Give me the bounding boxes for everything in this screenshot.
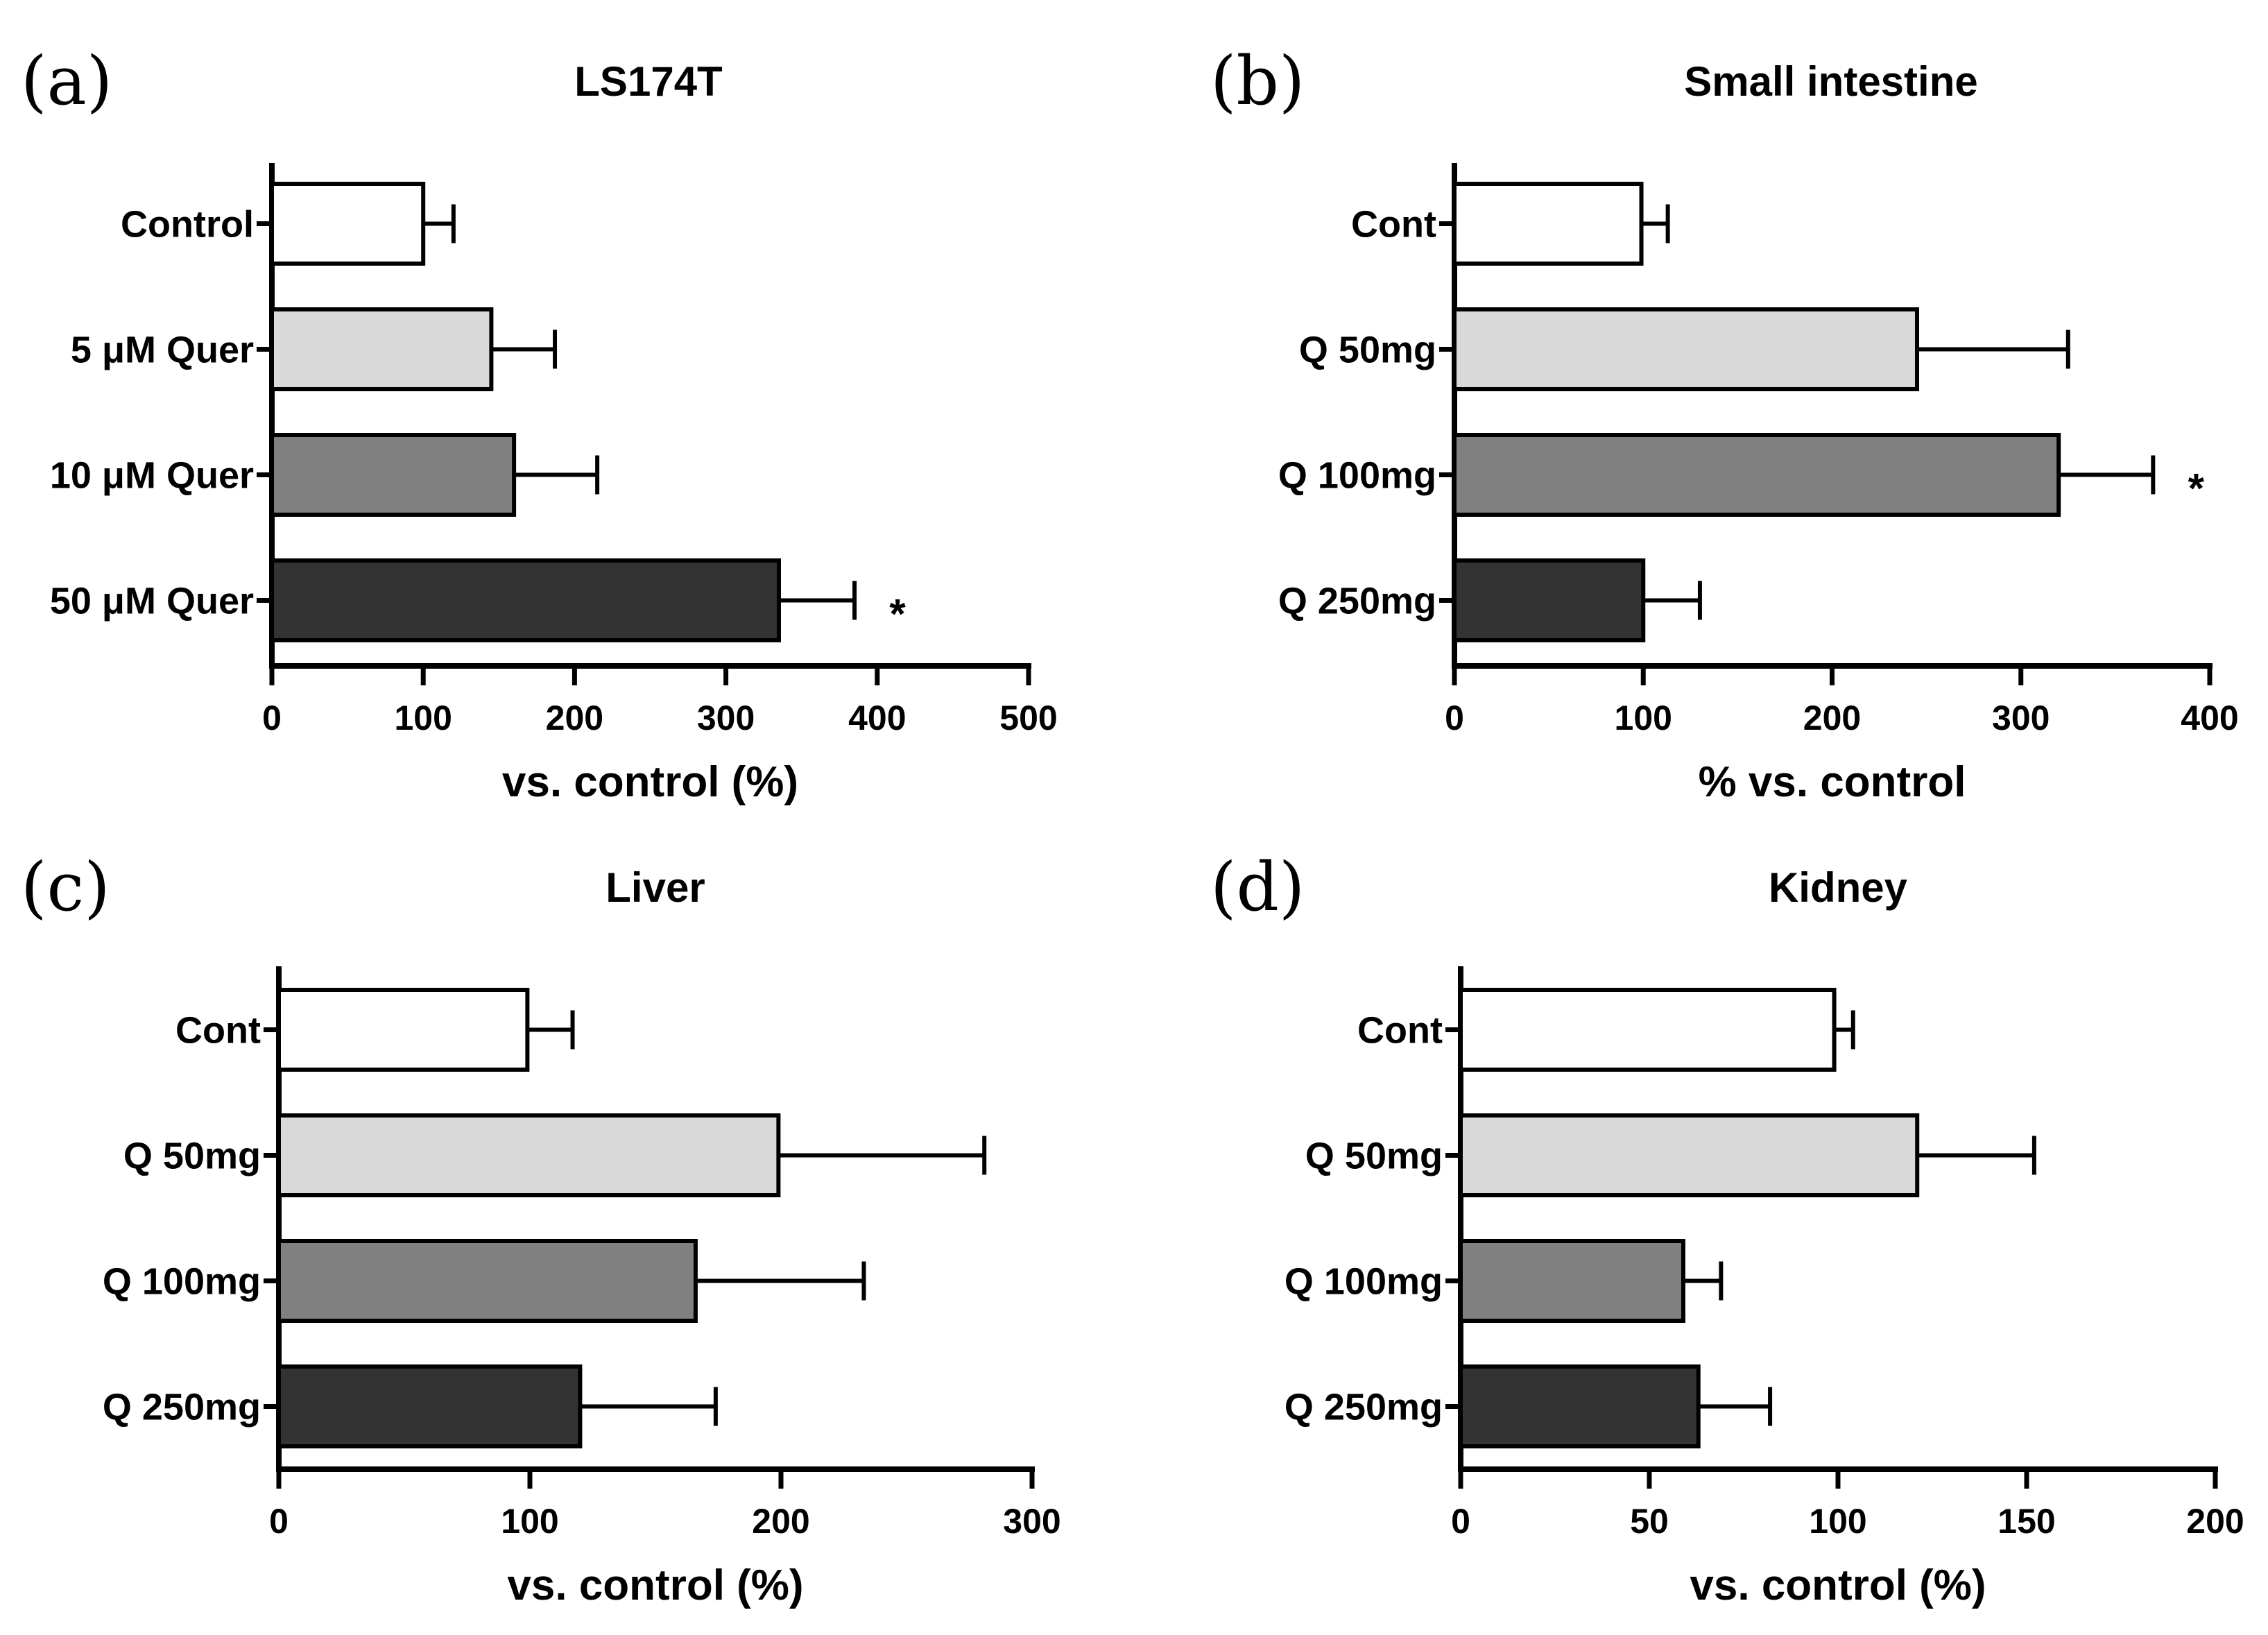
bar [270, 307, 494, 391]
category-label: Q 250mg [103, 1387, 261, 1428]
category-label: Q 250mg [1278, 581, 1436, 622]
x-tick-label: 150 [1998, 1502, 2055, 1541]
panel-3: (c) Liver 0 100 200 300 vs. control (%) Cont Q 5… [21, 848, 1061, 1609]
bar [270, 558, 781, 642]
bar [277, 1239, 698, 1323]
bar [1452, 558, 1646, 642]
x-axis-title: vs. control (%) [507, 1561, 803, 1609]
x-tick-label: 100 [1615, 699, 1672, 737]
category-label: Q 50mg [123, 1136, 261, 1177]
x-tick-label: 200 [752, 1502, 809, 1541]
chart-title: Liver [605, 864, 705, 911]
category-label: Cont [175, 1010, 261, 1052]
x-tick-label: 300 [697, 699, 755, 737]
x-tick-label: 300 [1003, 1502, 1060, 1541]
bar [1452, 433, 2061, 517]
bar [1459, 1239, 1685, 1323]
panel-4: (d) Kidney 0 50 100 150 200 vs. control (%) Cont… [1210, 848, 2244, 1609]
x-tick-label: 0 [262, 699, 282, 737]
x-tick-label: 0 [1445, 699, 1464, 737]
x-tick-label: 100 [394, 699, 452, 737]
bar [277, 988, 530, 1072]
chart-title: Kidney [1769, 864, 1908, 911]
significance-marker: * [889, 591, 906, 637]
x-tick-label: 400 [2181, 699, 2238, 737]
x-axis-title: vs. control (%) [502, 758, 798, 806]
x-tick-label: 300 [1992, 699, 2050, 737]
chart-title: LS174T [574, 58, 722, 105]
x-tick-label: 100 [501, 1502, 558, 1541]
category-label: Q 250mg [1285, 1387, 1443, 1428]
x-tick-label: 200 [2186, 1502, 2244, 1541]
category-label: 50 μM Quer [50, 581, 254, 622]
x-tick-label: 200 [1803, 699, 1861, 737]
x-axis-title: vs. control (%) [1690, 1561, 1986, 1609]
x-tick-label: 500 [999, 699, 1057, 737]
x-tick-label: 0 [1451, 1502, 1470, 1541]
panel-2: (b) Small intestine 0 100 200 300 400 % vs. con… [1210, 42, 2239, 806]
x-tick-label: 200 [546, 699, 603, 737]
category-label: Cont [1351, 204, 1436, 246]
category-label: 5 μM Quer [71, 329, 254, 371]
bar [1452, 307, 1920, 391]
x-tick-label: 100 [1809, 1502, 1866, 1541]
bar [277, 1113, 781, 1197]
panel-1: (a) LS174T 0 100 200 300 400 500 vs. control (%)… [21, 42, 1058, 806]
bar [270, 182, 426, 266]
bar [1459, 988, 1837, 1072]
panel-letter: (a) [21, 42, 112, 120]
x-axis-title: % vs. control [1699, 758, 1966, 806]
category-label: Q 100mg [1278, 455, 1436, 497]
category-label: Control [121, 204, 254, 246]
bar [1459, 1364, 1701, 1448]
x-tick-label: 400 [848, 699, 906, 737]
category-label: Q 100mg [103, 1261, 261, 1303]
category-label: Q 50mg [1305, 1136, 1443, 1177]
category-label: 10 μM Quer [50, 455, 254, 497]
x-tick-label: 0 [269, 1502, 289, 1541]
panel-letter: (b) [1210, 42, 1305, 120]
significance-marker: * [2188, 465, 2205, 512]
bar [270, 433, 517, 517]
category-label: Cont [1357, 1010, 1443, 1052]
category-label: Q 100mg [1285, 1261, 1443, 1303]
chart-title: Small intestine [1684, 58, 1977, 105]
panel-letter: (d) [1210, 848, 1305, 926]
category-label: Q 50mg [1299, 329, 1436, 371]
bar [1459, 1113, 1920, 1197]
panel-letter: (c) [21, 848, 110, 926]
bar [1452, 182, 1644, 266]
bar [277, 1364, 583, 1448]
x-tick-label: 50 [1630, 1502, 1669, 1541]
